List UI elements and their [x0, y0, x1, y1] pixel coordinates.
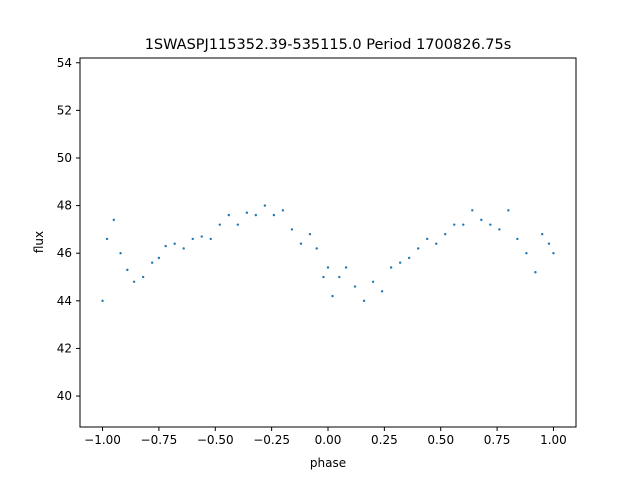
data-point [498, 228, 501, 231]
data-point [263, 204, 267, 207]
x-tick-label: −1.00 [84, 433, 121, 447]
data-point [426, 237, 429, 241]
data-point [326, 266, 330, 269]
data-point [480, 218, 483, 222]
x-tick-label: 0.25 [371, 433, 398, 447]
data-point [173, 242, 176, 245]
data-point [462, 223, 465, 226]
data-point [200, 235, 203, 238]
y-tick-label: 54 [57, 56, 72, 70]
x-tick-label: 0.75 [484, 433, 511, 447]
data-point [322, 275, 325, 279]
data-point [552, 252, 555, 255]
data-point [290, 228, 294, 231]
data-point [507, 209, 510, 212]
data-point [407, 256, 411, 260]
data-point [489, 223, 492, 226]
data-point [534, 271, 537, 274]
data-point [126, 268, 129, 272]
y-tick-label: 52 [57, 103, 72, 117]
y-tick-label: 50 [57, 151, 72, 165]
data-point [344, 266, 348, 269]
data-point [157, 256, 161, 260]
data-point [547, 242, 551, 245]
data-point [308, 232, 312, 236]
data-point [236, 223, 240, 226]
y-tick-label: 40 [57, 389, 72, 403]
x-tick-label: 1.00 [540, 433, 567, 447]
data-point [540, 232, 544, 236]
data-point [471, 209, 474, 212]
x-tick-label: −0.25 [253, 433, 290, 447]
data-point [416, 247, 420, 250]
data-point [525, 252, 528, 255]
data-point [218, 223, 221, 226]
y-tick-label: 42 [57, 341, 72, 355]
data-point [389, 266, 393, 269]
y-axis-ticks: 40 42 44 46 48 50 52 54 [57, 56, 80, 403]
data-point [362, 299, 366, 303]
y-tick-label: 44 [57, 294, 72, 308]
x-axis-ticks: −1.00 −0.75 −0.50 −0.25 0.00 0.25 0.50 0.75 1.00 [84, 427, 567, 447]
data-point [516, 237, 519, 241]
data-point [112, 218, 116, 222]
data-point [150, 261, 154, 264]
data-point [119, 252, 122, 255]
data-point [315, 247, 318, 250]
data-point [245, 211, 249, 214]
data-point [398, 261, 402, 264]
data-point [338, 275, 341, 279]
data-point [353, 285, 357, 288]
data-point [380, 290, 384, 293]
data-point [141, 275, 145, 279]
data-point [227, 213, 230, 217]
chart-title: 1SWASPJ115352.39-535115.0 Period 1700826… [145, 37, 512, 53]
x-tick-label: 0.50 [427, 433, 454, 447]
data-point [164, 244, 167, 248]
data-point [453, 223, 456, 226]
data-point [331, 294, 334, 298]
data-point [299, 242, 303, 245]
data-point [132, 280, 136, 283]
x-axis-label: phase [310, 456, 346, 470]
y-tick-label: 48 [57, 199, 72, 213]
data-point [254, 213, 258, 217]
data-point [371, 280, 375, 283]
data-point [209, 237, 212, 241]
x-tick-label: −0.75 [141, 433, 178, 447]
data-point [105, 237, 109, 241]
data-point [191, 237, 194, 241]
data-point [435, 242, 438, 245]
y-tick-label: 46 [57, 246, 72, 260]
y-axis-label: flux [32, 231, 46, 253]
x-tick-label: −0.50 [197, 433, 234, 447]
data-points [101, 204, 555, 303]
data-point [444, 232, 447, 236]
data-point [101, 299, 104, 303]
data-point [281, 209, 285, 212]
data-point [182, 247, 185, 250]
data-point [272, 213, 276, 217]
x-tick-label: 0.00 [315, 433, 342, 447]
